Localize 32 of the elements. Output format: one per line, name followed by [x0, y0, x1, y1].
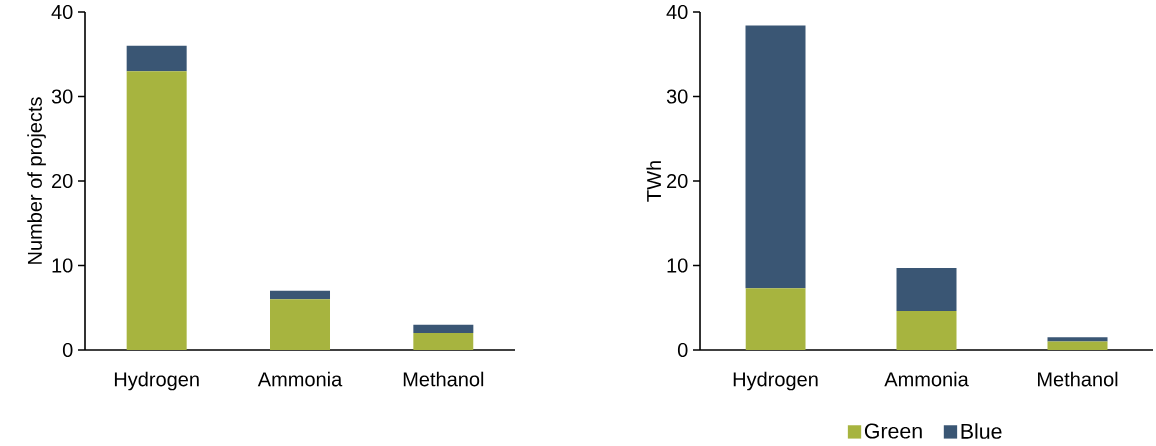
y-axis-title: TWh — [646, 161, 661, 202]
bar — [1047, 341, 1108, 350]
bar — [270, 290, 331, 300]
bar — [126, 45, 187, 72]
y-tick-label: 20 — [52, 173, 73, 189]
bar — [413, 324, 474, 334]
y-tick-label: 30 — [51, 89, 73, 104]
x-tick-label: Hydrogen — [733, 371, 818, 391]
x-tick-label: Hydrogen — [114, 371, 199, 391]
y-tick-label: 0 — [62, 342, 73, 358]
y-tick-label: 40 — [666, 4, 688, 20]
x-tick-label: Ammonia — [257, 371, 343, 387]
legend-label: Blue — [961, 423, 1002, 439]
bar — [745, 288, 806, 350]
bar — [745, 25, 806, 289]
bar — [896, 268, 957, 312]
legend-label: Green — [864, 423, 922, 439]
bar — [896, 311, 957, 350]
y-tick-label: 0 — [677, 342, 688, 358]
bar — [1047, 337, 1108, 342]
y-tick-label: 30 — [666, 89, 688, 104]
y-tick-label: 10 — [667, 258, 688, 273]
y-tick-label: 10 — [52, 258, 73, 273]
bar — [126, 71, 187, 350]
x-tick-label: Methanol — [403, 371, 484, 387]
bar — [413, 333, 474, 350]
y-tick-label: 20 — [667, 173, 688, 189]
bar — [270, 299, 331, 350]
x-tick-label: Ammonia — [884, 371, 969, 387]
x-tick-label: Methanol — [1038, 371, 1118, 387]
y-tick-label: 40 — [51, 4, 73, 20]
y-axis-title: Number of projects — [27, 97, 46, 264]
